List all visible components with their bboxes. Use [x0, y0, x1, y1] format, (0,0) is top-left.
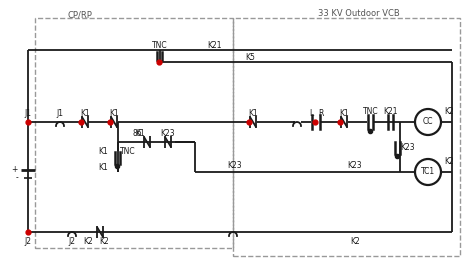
Text: K2: K2 — [444, 107, 454, 116]
Text: K2: K2 — [99, 238, 109, 247]
Text: K21: K21 — [208, 40, 222, 49]
Text: 33 KV Outdoor VCB: 33 KV Outdoor VCB — [318, 8, 400, 18]
Text: K1: K1 — [80, 109, 90, 117]
Text: K2: K2 — [83, 238, 93, 247]
Text: K23: K23 — [401, 143, 415, 153]
Text: TNC: TNC — [120, 147, 136, 156]
Text: R: R — [319, 109, 324, 117]
Text: J2: J2 — [24, 237, 31, 245]
Text: K23: K23 — [161, 129, 175, 137]
Text: K21: K21 — [384, 106, 398, 116]
Bar — [233, 18, 460, 256]
Text: K1: K1 — [98, 163, 108, 171]
Text: -: - — [15, 174, 18, 183]
Text: J1: J1 — [24, 109, 31, 117]
Text: K2: K2 — [444, 157, 454, 167]
Text: K5: K5 — [245, 52, 255, 62]
Text: K23: K23 — [348, 160, 362, 170]
Text: TC1: TC1 — [421, 167, 435, 177]
Bar — [35, 18, 233, 248]
Text: CC: CC — [423, 117, 433, 127]
Text: K2: K2 — [350, 238, 360, 247]
Text: TNC: TNC — [152, 40, 168, 49]
Text: K23: K23 — [228, 160, 242, 170]
Text: L: L — [309, 109, 313, 117]
Text: K1: K1 — [339, 109, 349, 117]
Text: K1: K1 — [98, 147, 108, 157]
Text: K1: K1 — [135, 129, 145, 137]
Text: TNC: TNC — [363, 106, 379, 116]
Text: +: + — [12, 166, 18, 174]
Text: J2: J2 — [69, 238, 75, 247]
Text: K1: K1 — [248, 109, 258, 117]
Text: J1: J1 — [56, 109, 64, 117]
Text: CP/RP: CP/RP — [68, 11, 93, 19]
Text: K1: K1 — [109, 109, 119, 117]
Text: 86: 86 — [132, 129, 142, 137]
